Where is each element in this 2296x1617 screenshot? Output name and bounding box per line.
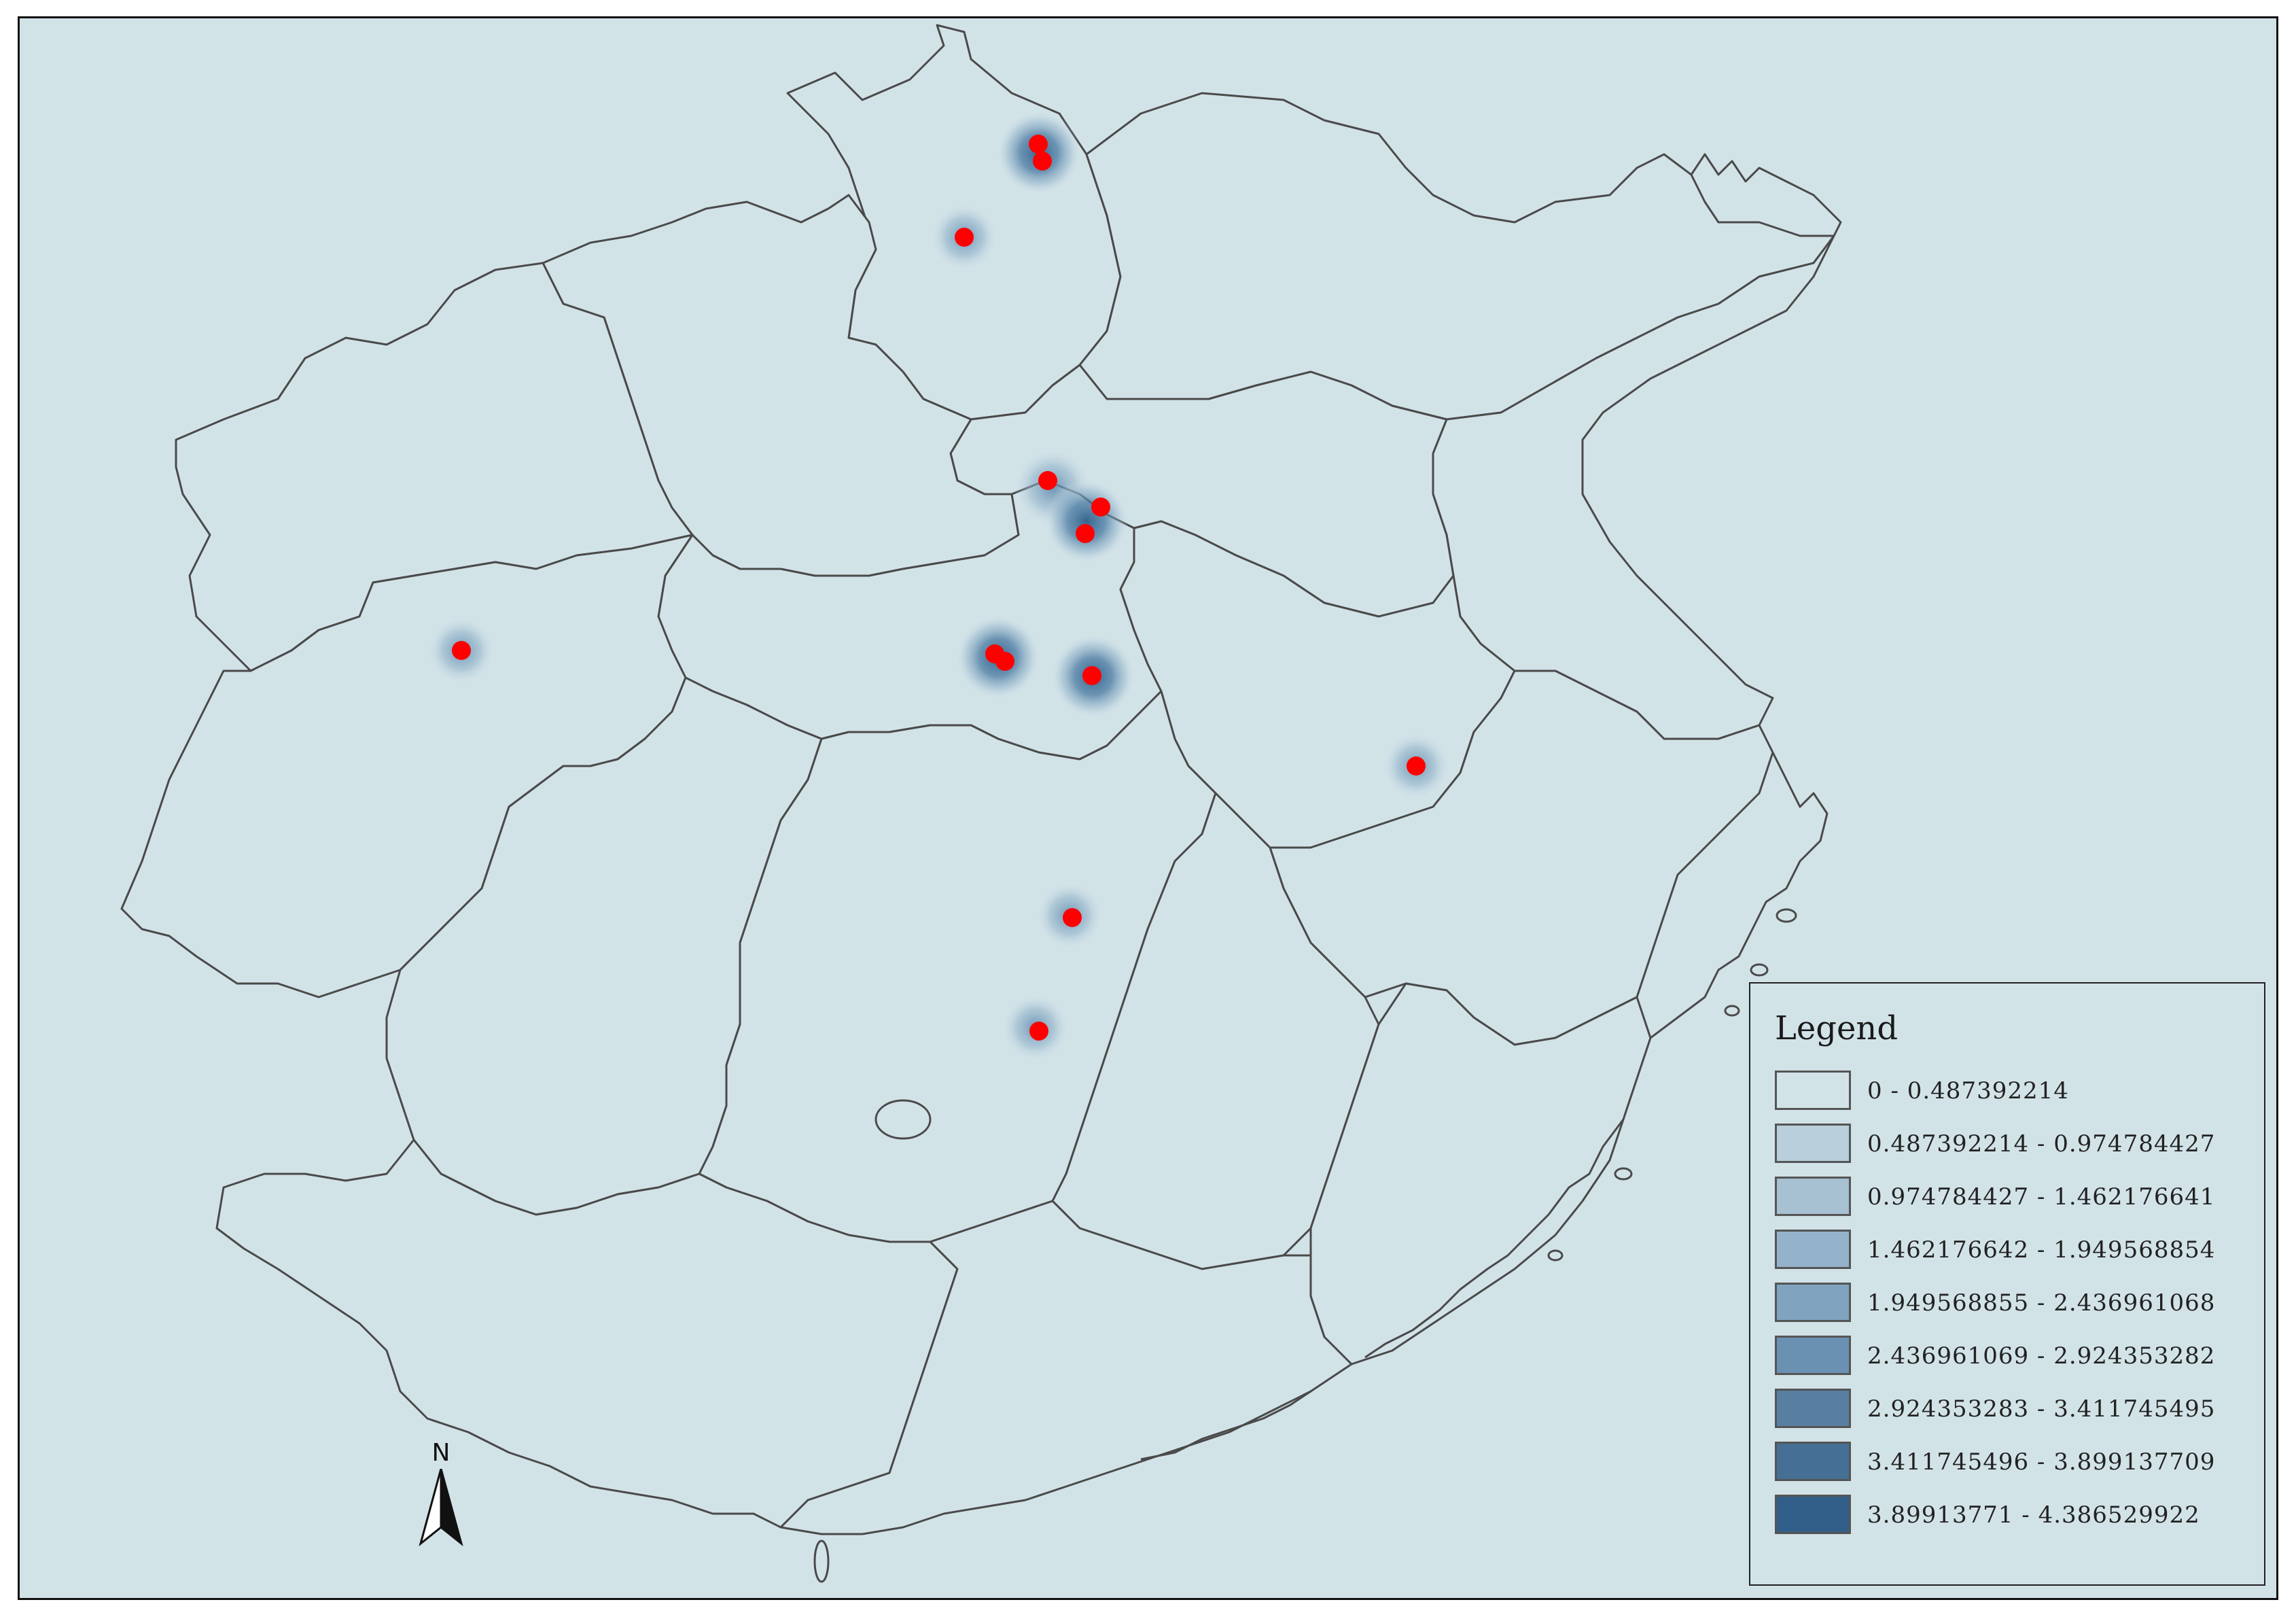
legend-swatch — [1775, 1442, 1851, 1481]
map-canvas — [20, 18, 2276, 1598]
legend-row: 3.411745496 - 3.899137709 — [1775, 1442, 2250, 1486]
sample-point — [1033, 152, 1052, 171]
legend-swatch — [1775, 1071, 1851, 1110]
legend-swatch — [1775, 1495, 1851, 1534]
north-arrow: N — [414, 1439, 468, 1548]
province-south-coast — [779, 1200, 1353, 1535]
sample-point — [1029, 1022, 1048, 1041]
legend-title: Legend — [1775, 1009, 1898, 1047]
hotspot-4 — [1044, 479, 1129, 563]
legend-row: 2.436961069 - 2.924353282 — [1775, 1336, 2250, 1380]
legend-swatch — [1775, 1124, 1851, 1163]
sample-points — [452, 135, 1426, 1041]
legend-row: 1.462176642 - 1.949568854 — [1775, 1230, 2250, 1274]
legend-row: 2.924353283 - 3.411745495 — [1775, 1389, 2250, 1433]
map-frame: N Legend 0 - 0.487392214 0.487392214 - 0.… — [18, 16, 2278, 1600]
legend-label: 1.462176642 - 1.949568854 — [1867, 1236, 2216, 1264]
legend-row: 0.974784427 - 1.462176641 — [1775, 1177, 2250, 1221]
legend-label: 0.487392214 - 0.974784427 — [1867, 1130, 2216, 1158]
sample-point — [1082, 666, 1101, 685]
legend-row: 3.89913771 - 4.386529922 — [1775, 1495, 2250, 1540]
north-arrow-label: N — [431, 1439, 451, 1467]
islands — [813, 908, 1797, 1583]
sample-point — [1063, 908, 1082, 927]
province-west — [120, 534, 694, 998]
legend-swatch — [1775, 1336, 1851, 1375]
sample-point — [1038, 471, 1057, 490]
coastline — [1140, 153, 1842, 1461]
sample-point — [1091, 498, 1110, 517]
province-southeast-coast — [1309, 982, 1652, 1366]
legend-label: 3.89913771 - 4.386529922 — [1867, 1501, 2200, 1529]
legend-label: 2.436961069 - 2.924353282 — [1867, 1342, 2216, 1370]
legend-row: 0.487392214 - 0.974784427 — [1775, 1124, 2250, 1168]
legend-label: 3.411745496 - 3.899137709 — [1867, 1448, 2216, 1476]
legend-label: 0 - 0.487392214 — [1867, 1077, 2069, 1105]
legend-row: 0 - 0.487392214 — [1775, 1071, 2250, 1115]
sample-point — [955, 228, 974, 247]
sample-point — [452, 641, 471, 660]
province-boundaries — [120, 24, 1835, 1535]
legend-label: 0.974784427 - 1.462176641 — [1867, 1183, 2216, 1211]
legend: Legend 0 - 0.487392214 0.487392214 - 0.97… — [1749, 982, 2265, 1586]
legend-swatch — [1775, 1389, 1851, 1428]
legend-swatch — [1775, 1283, 1851, 1322]
sample-point — [1407, 757, 1426, 776]
legend-label: 2.924353283 - 3.411745495 — [1867, 1395, 2216, 1423]
north-arrow-icon — [419, 1469, 463, 1547]
legend-row: 1.949568855 - 2.436961068 — [1775, 1283, 2250, 1327]
sample-point — [1029, 135, 1048, 154]
legend-label: 1.949568855 - 2.436961068 — [1867, 1289, 2216, 1317]
sample-point — [1076, 524, 1095, 543]
legend-swatch — [1775, 1230, 1851, 1269]
legend-swatch — [1775, 1177, 1851, 1216]
sample-point — [995, 652, 1014, 671]
